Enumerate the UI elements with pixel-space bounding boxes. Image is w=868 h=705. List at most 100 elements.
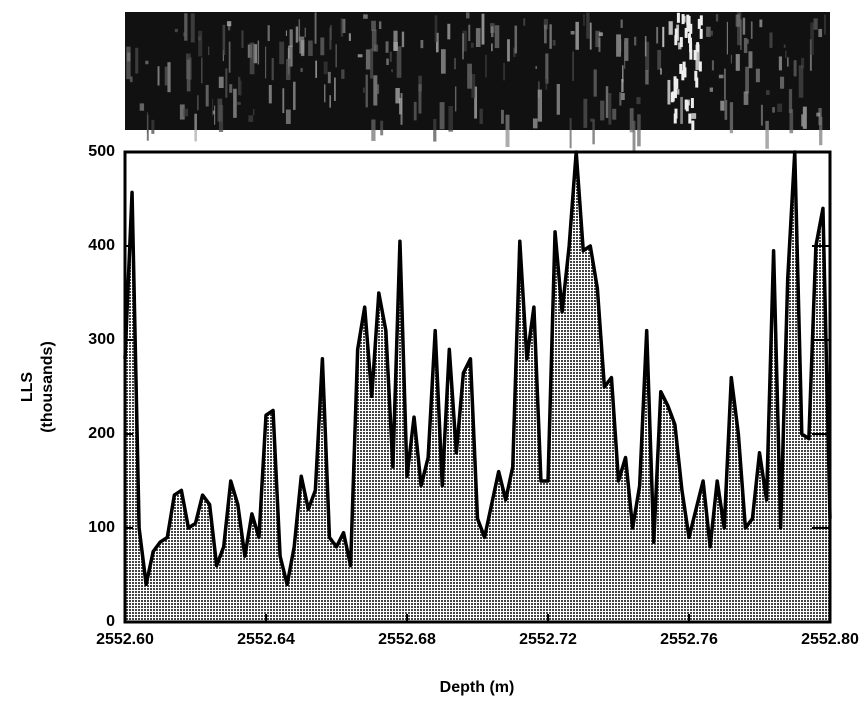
image-speck [769,32,773,48]
image-speck [365,74,368,108]
image-speck [667,79,671,105]
image-speck [675,89,680,95]
image-speck [802,106,807,129]
image-speck [129,76,133,83]
image-speck [660,68,662,75]
image-speck [395,87,400,104]
image-speck [657,49,662,70]
y-tick-label: 300 [88,331,115,348]
image-speck [535,66,537,70]
image-speck [759,19,763,28]
image-speck [299,36,305,54]
image-speck [434,15,438,42]
image-speck [537,89,543,122]
image-speck [212,110,215,115]
image-speck [556,83,560,115]
image-speck [389,51,392,62]
image-speck [570,30,575,35]
image-speck [813,18,818,30]
image-speck [514,25,518,54]
x-tick-label: 2552.60 [96,631,154,648]
image-speck [468,24,471,41]
image-speck [593,69,597,97]
image-speck [396,46,402,78]
image-speck [545,78,548,90]
image-speck [549,24,552,49]
image-speck [238,76,241,96]
image-speck [257,40,260,65]
image-speck [624,38,629,61]
image-speck [214,105,216,125]
image-glow [674,35,678,46]
image-speck [678,42,682,50]
image-speck [466,12,470,19]
image-speck [592,119,595,145]
image-speck [229,84,233,93]
image-speck [680,96,683,124]
image-speck [386,58,389,65]
image-speck [474,86,478,119]
image-speck [634,36,637,46]
image-speck [267,25,270,42]
image-speck [503,62,505,81]
image-speck [605,86,609,118]
image-speck [818,28,823,38]
image-speck [720,100,725,111]
image-speck [167,62,171,93]
image-speck [748,51,753,69]
image-glow [673,88,677,99]
image-glow [686,21,690,32]
image-speck [745,66,749,94]
image-speck [622,65,624,83]
y-tick-label: 400 [88,237,115,254]
image-speck [724,99,728,120]
image-speck [340,18,344,37]
image-glow [693,50,697,61]
image-speck [818,107,822,126]
image-speck [629,108,634,133]
image-speck [816,112,821,117]
image-speck [616,34,622,57]
image-speck [718,74,724,79]
image-speck [479,108,483,125]
image-speck [184,13,188,41]
image-speck [742,17,746,35]
image-speck [314,12,317,44]
image-speck [711,60,714,71]
image-speck [323,61,328,75]
image-speck [645,41,650,71]
image-speck [334,77,336,101]
image-speck [543,18,549,30]
image-speck [357,54,363,58]
image-speck [447,23,451,40]
image-speck [545,53,549,84]
image-glow [684,27,688,38]
x-tick-label: 2552.72 [519,631,577,648]
x-tick-label: 2552.80 [801,631,859,648]
image-speck [494,25,500,49]
image-speck [433,119,437,142]
image-speck [279,41,285,65]
image-speck [735,14,741,27]
image-speck [624,40,626,69]
image-speck [462,30,467,52]
image-speck [380,120,384,136]
image-speck [730,54,732,64]
image-speck [583,13,585,26]
image-speck [485,54,487,78]
image-speck [523,18,526,26]
image-speck [620,19,623,28]
image-speck [324,84,326,103]
image-speck [401,31,405,48]
image-speck [298,19,301,42]
image-speck [237,101,241,105]
image-speck [778,56,782,71]
image-speck [126,46,131,80]
image-speck [371,20,376,31]
image-speck [435,32,439,53]
image-speck [586,12,590,39]
image-speck [543,24,547,44]
image-speck [729,102,734,134]
image-speck [371,29,377,52]
image-speck [780,76,785,89]
